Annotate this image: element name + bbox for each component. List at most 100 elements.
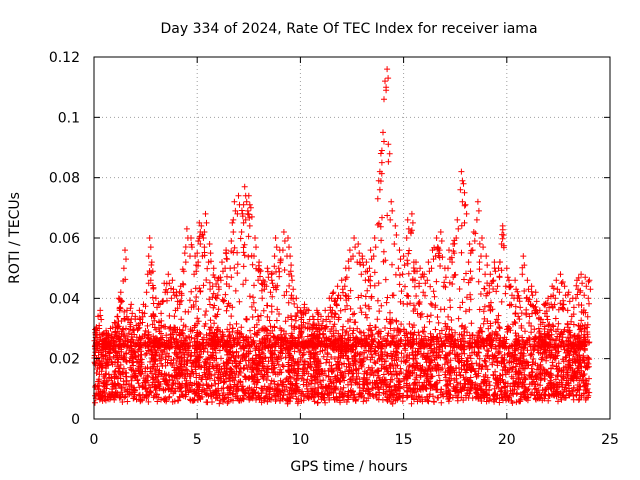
data-point — [563, 353, 570, 360]
data-point — [189, 397, 196, 404]
data-point — [427, 391, 433, 398]
data-point — [476, 362, 483, 369]
data-point — [580, 372, 587, 379]
data-point — [160, 375, 167, 382]
data-point — [392, 387, 399, 394]
data-point — [478, 366, 485, 373]
data-point — [460, 346, 467, 353]
data-point — [243, 316, 250, 323]
data-point — [505, 350, 512, 357]
data-point — [245, 253, 252, 260]
data-point — [452, 355, 459, 362]
data-point — [496, 325, 503, 332]
data-point — [117, 375, 124, 382]
data-point — [521, 384, 528, 391]
data-point — [550, 384, 557, 391]
data-point — [298, 397, 305, 404]
data-point — [161, 397, 168, 404]
data-point — [224, 303, 231, 310]
data-point — [385, 158, 392, 165]
data-point — [125, 330, 132, 337]
data-point — [435, 394, 442, 401]
data-point — [512, 310, 519, 317]
data-point — [274, 358, 281, 365]
data-point — [349, 311, 356, 318]
data-point — [323, 359, 330, 366]
data-point — [512, 369, 519, 376]
data-point — [374, 316, 381, 323]
data-point — [552, 315, 559, 322]
data-point — [340, 323, 347, 330]
data-point — [166, 393, 173, 400]
data-point — [551, 355, 558, 362]
data-point — [418, 310, 425, 317]
data-point — [142, 351, 149, 358]
data-point — [506, 277, 512, 284]
data-point — [534, 381, 541, 388]
data-point — [317, 366, 324, 373]
data-point — [252, 307, 259, 314]
data-point — [387, 309, 393, 316]
data-point — [442, 371, 448, 378]
data-point — [328, 354, 335, 360]
data-point — [135, 392, 142, 399]
data-point — [145, 398, 152, 405]
data-point — [336, 390, 343, 397]
data-point — [229, 325, 236, 332]
data-point — [499, 235, 506, 242]
data-point — [365, 364, 372, 371]
data-point — [341, 377, 348, 384]
data-point — [342, 368, 349, 375]
data-point — [364, 314, 370, 321]
data-point — [322, 399, 329, 406]
data-point — [212, 381, 219, 387]
data-point — [92, 384, 99, 390]
data-point — [512, 363, 519, 370]
data-point — [409, 363, 416, 370]
data-point — [394, 332, 400, 339]
data-point — [435, 319, 442, 326]
data-point — [193, 374, 200, 381]
data-point — [204, 265, 211, 272]
data-point — [424, 313, 431, 320]
data-point — [540, 366, 547, 373]
data-point — [500, 363, 507, 370]
data-point — [441, 306, 448, 313]
data-point — [222, 291, 229, 298]
data-point — [292, 317, 299, 324]
data-point — [178, 297, 185, 304]
data-point — [497, 388, 504, 395]
data-point — [135, 380, 142, 387]
data-point — [268, 308, 275, 315]
data-point — [455, 315, 462, 322]
data-point — [498, 385, 505, 392]
data-point — [456, 286, 463, 292]
data-point — [562, 384, 569, 391]
data-point — [362, 293, 369, 300]
data-point — [362, 302, 369, 309]
data-point — [337, 307, 344, 314]
data-point — [133, 396, 140, 403]
data-point — [469, 360, 475, 367]
data-point — [119, 371, 126, 378]
data-point — [528, 351, 535, 358]
data-point — [516, 316, 523, 323]
data-point — [406, 372, 413, 379]
data-point — [555, 320, 562, 327]
data-point — [495, 319, 502, 326]
data-point — [466, 306, 473, 313]
data-point — [531, 386, 538, 393]
data-point — [207, 375, 213, 382]
data-point — [371, 269, 378, 276]
data-point — [504, 366, 511, 373]
data-point — [259, 346, 265, 353]
data-point — [93, 370, 100, 376]
data-point — [512, 330, 519, 337]
data-point — [495, 350, 502, 357]
data-point — [570, 321, 577, 328]
data-point — [194, 315, 201, 322]
data-point — [268, 366, 275, 373]
data-point — [315, 384, 321, 391]
data-point — [271, 378, 277, 385]
data-point — [100, 380, 107, 387]
